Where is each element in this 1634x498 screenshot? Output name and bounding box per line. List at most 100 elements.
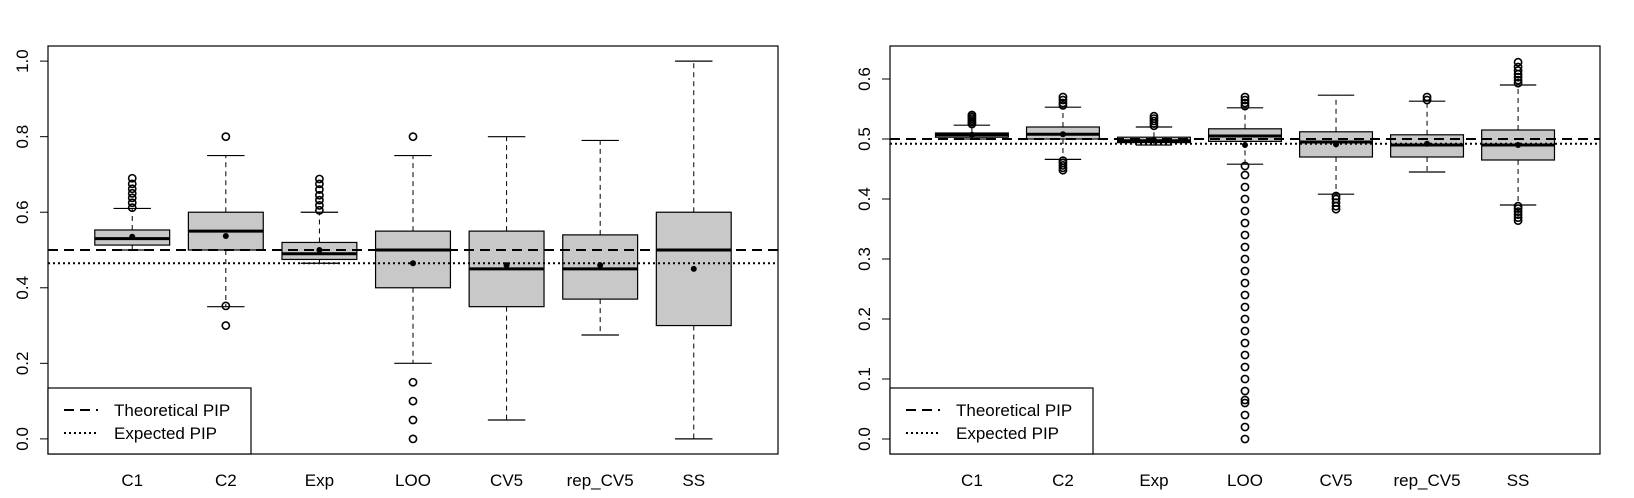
outlier-point <box>1240 170 1250 180</box>
x-tick-label: CV5 <box>1319 471 1352 490</box>
box-rep_CV5 <box>562 139 639 336</box>
outlier-point <box>1422 92 1432 102</box>
outlier-point <box>408 396 418 406</box>
outlier-point <box>1240 254 1250 264</box>
outlier-point <box>315 179 324 189</box>
y-tick-label: 0.4 <box>855 187 874 211</box>
y-tick-label: 0.3 <box>855 247 874 271</box>
box-CV5 <box>1299 94 1374 214</box>
box-SS <box>655 60 732 440</box>
legend: Theoretical PIP Expected PIP <box>889 387 1094 455</box>
outlier-point <box>221 132 231 142</box>
outlier-point <box>1240 218 1250 228</box>
x-tick-label: rep_CV5 <box>1393 471 1460 490</box>
outlier-point <box>127 203 137 213</box>
outlier-point <box>1513 216 1523 225</box>
outlier-point <box>408 434 418 444</box>
outlier-point <box>1240 302 1250 312</box>
outlier-point <box>1240 338 1250 348</box>
legend-label-expected: Expected PIP <box>956 424 1059 443</box>
y-tick-label: 0.6 <box>855 67 874 91</box>
panel-1: 0.0 0.2 0.4 0.6 0.8 1.0 C1 C2 Exp LOO CV5 rep_CV5 SS… <box>13 45 779 490</box>
outlier-point <box>1240 395 1250 405</box>
outlier-point <box>315 201 324 210</box>
outlier-point <box>127 198 137 208</box>
outlier-point <box>1513 75 1523 85</box>
box-LOO <box>1207 92 1283 444</box>
box-C2 <box>187 132 264 330</box>
outlier-point <box>1422 95 1432 105</box>
outlier-point <box>1240 350 1250 360</box>
outlier-point <box>1513 201 1523 211</box>
outlier-point <box>408 415 418 425</box>
x-tick-label: CV5 <box>490 471 523 490</box>
outlier-point <box>408 132 418 142</box>
box-C1 <box>934 110 1009 140</box>
outlier-point <box>1513 66 1523 75</box>
y-tick-label: 0.2 <box>855 307 874 331</box>
box-CV5 <box>468 136 545 421</box>
outlier-point <box>1513 207 1523 216</box>
outlier-point <box>1513 78 1523 88</box>
box-body <box>374 230 452 289</box>
outlier-point <box>1331 191 1341 201</box>
box-SS <box>1481 57 1556 225</box>
box-Exp <box>281 174 358 264</box>
outlier-point <box>1240 95 1250 105</box>
outlier-point <box>1240 422 1250 432</box>
outlier-point <box>315 195 324 205</box>
outlier-point <box>1240 278 1250 288</box>
outlier-point <box>127 179 137 189</box>
outlier-point <box>1513 62 1523 72</box>
outlier-point <box>408 377 418 387</box>
outlier-point <box>1058 156 1068 165</box>
y-tick-label: 0.0 <box>855 427 874 451</box>
outlier-point <box>1240 398 1250 408</box>
x-tick-label: C2 <box>1052 471 1074 490</box>
outlier-point <box>1513 210 1523 219</box>
outlier-point <box>127 188 137 198</box>
outlier-point <box>1149 111 1159 121</box>
x-tick-label: LOO <box>395 471 431 490</box>
outlier-point <box>1240 101 1250 111</box>
x-tick-label: SS <box>682 471 705 490</box>
outlier-point <box>1240 182 1250 192</box>
plot-frame <box>889 45 1601 455</box>
box-rep_CV5 <box>1390 92 1465 173</box>
y-tick-label: 0.2 <box>13 352 32 376</box>
outlier-point <box>967 110 977 120</box>
outlier-point <box>1240 92 1250 102</box>
legend-box <box>47 387 252 455</box>
outlier-point <box>1240 230 1250 240</box>
outlier-point <box>315 205 324 215</box>
y-tick-label: 0.0 <box>13 427 32 451</box>
mean-point <box>1424 140 1431 147</box>
outlier-point <box>315 185 324 194</box>
outlier-point <box>221 301 231 311</box>
outlier-point <box>1240 362 1250 372</box>
outlier-point <box>1240 434 1250 444</box>
mean-point <box>316 247 323 253</box>
outlier-point <box>1513 57 1523 67</box>
x-tick-label: rep_CV5 <box>567 471 634 490</box>
outlier-point <box>315 190 324 200</box>
mean-point <box>968 131 975 138</box>
legend: Theoretical PIP Expected PIP <box>47 387 252 455</box>
legend-box <box>889 387 1094 455</box>
legend-label-theoretical: Theoretical PIP <box>114 401 230 420</box>
outlier-point <box>127 193 137 203</box>
outlier-point <box>1240 266 1250 276</box>
outlier-point <box>1058 95 1068 105</box>
outlier-point <box>315 174 324 184</box>
x-tick-label: C2 <box>215 471 237 490</box>
box-C1 <box>94 173 171 251</box>
outlier-point <box>1240 410 1250 420</box>
outlier-point <box>221 321 231 330</box>
outlier-point <box>1240 194 1250 204</box>
x-tick-label: C1 <box>961 471 983 490</box>
outlier-point <box>1240 326 1250 336</box>
x-tick-label: LOO <box>1227 471 1263 490</box>
y-tick-label: 0.1 <box>855 367 874 391</box>
x-tick-label: Exp <box>305 471 334 490</box>
